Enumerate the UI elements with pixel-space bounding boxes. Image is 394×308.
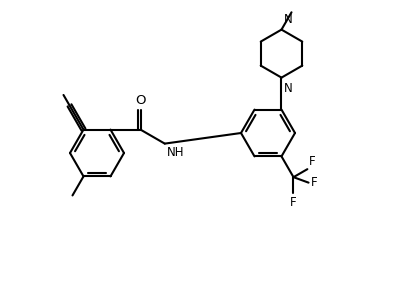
Text: O: O: [135, 94, 146, 107]
Text: N: N: [284, 13, 292, 26]
Text: F: F: [309, 155, 316, 168]
Text: NH: NH: [167, 146, 184, 159]
Text: N: N: [284, 82, 292, 95]
Text: F: F: [290, 196, 297, 209]
Text: F: F: [310, 176, 317, 189]
